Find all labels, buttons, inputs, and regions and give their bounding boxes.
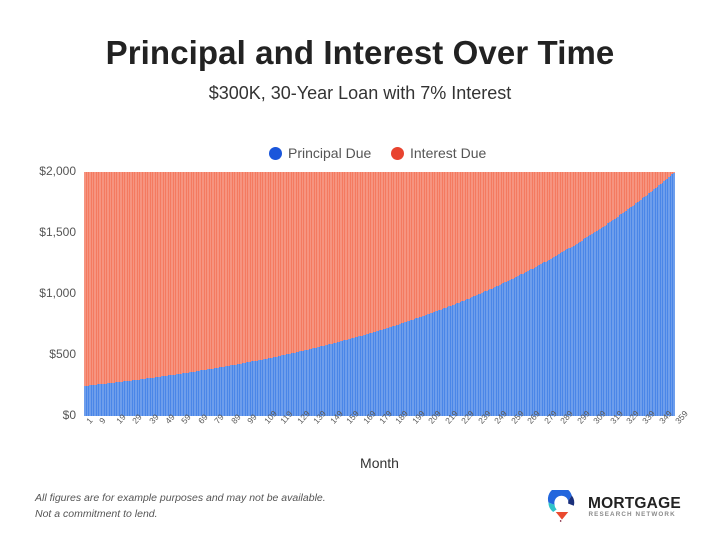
svg-text:RESEARCH NETWORK: RESEARCH NETWORK [589, 511, 676, 518]
svg-text:MORTGAGE: MORTGAGE [588, 495, 681, 512]
